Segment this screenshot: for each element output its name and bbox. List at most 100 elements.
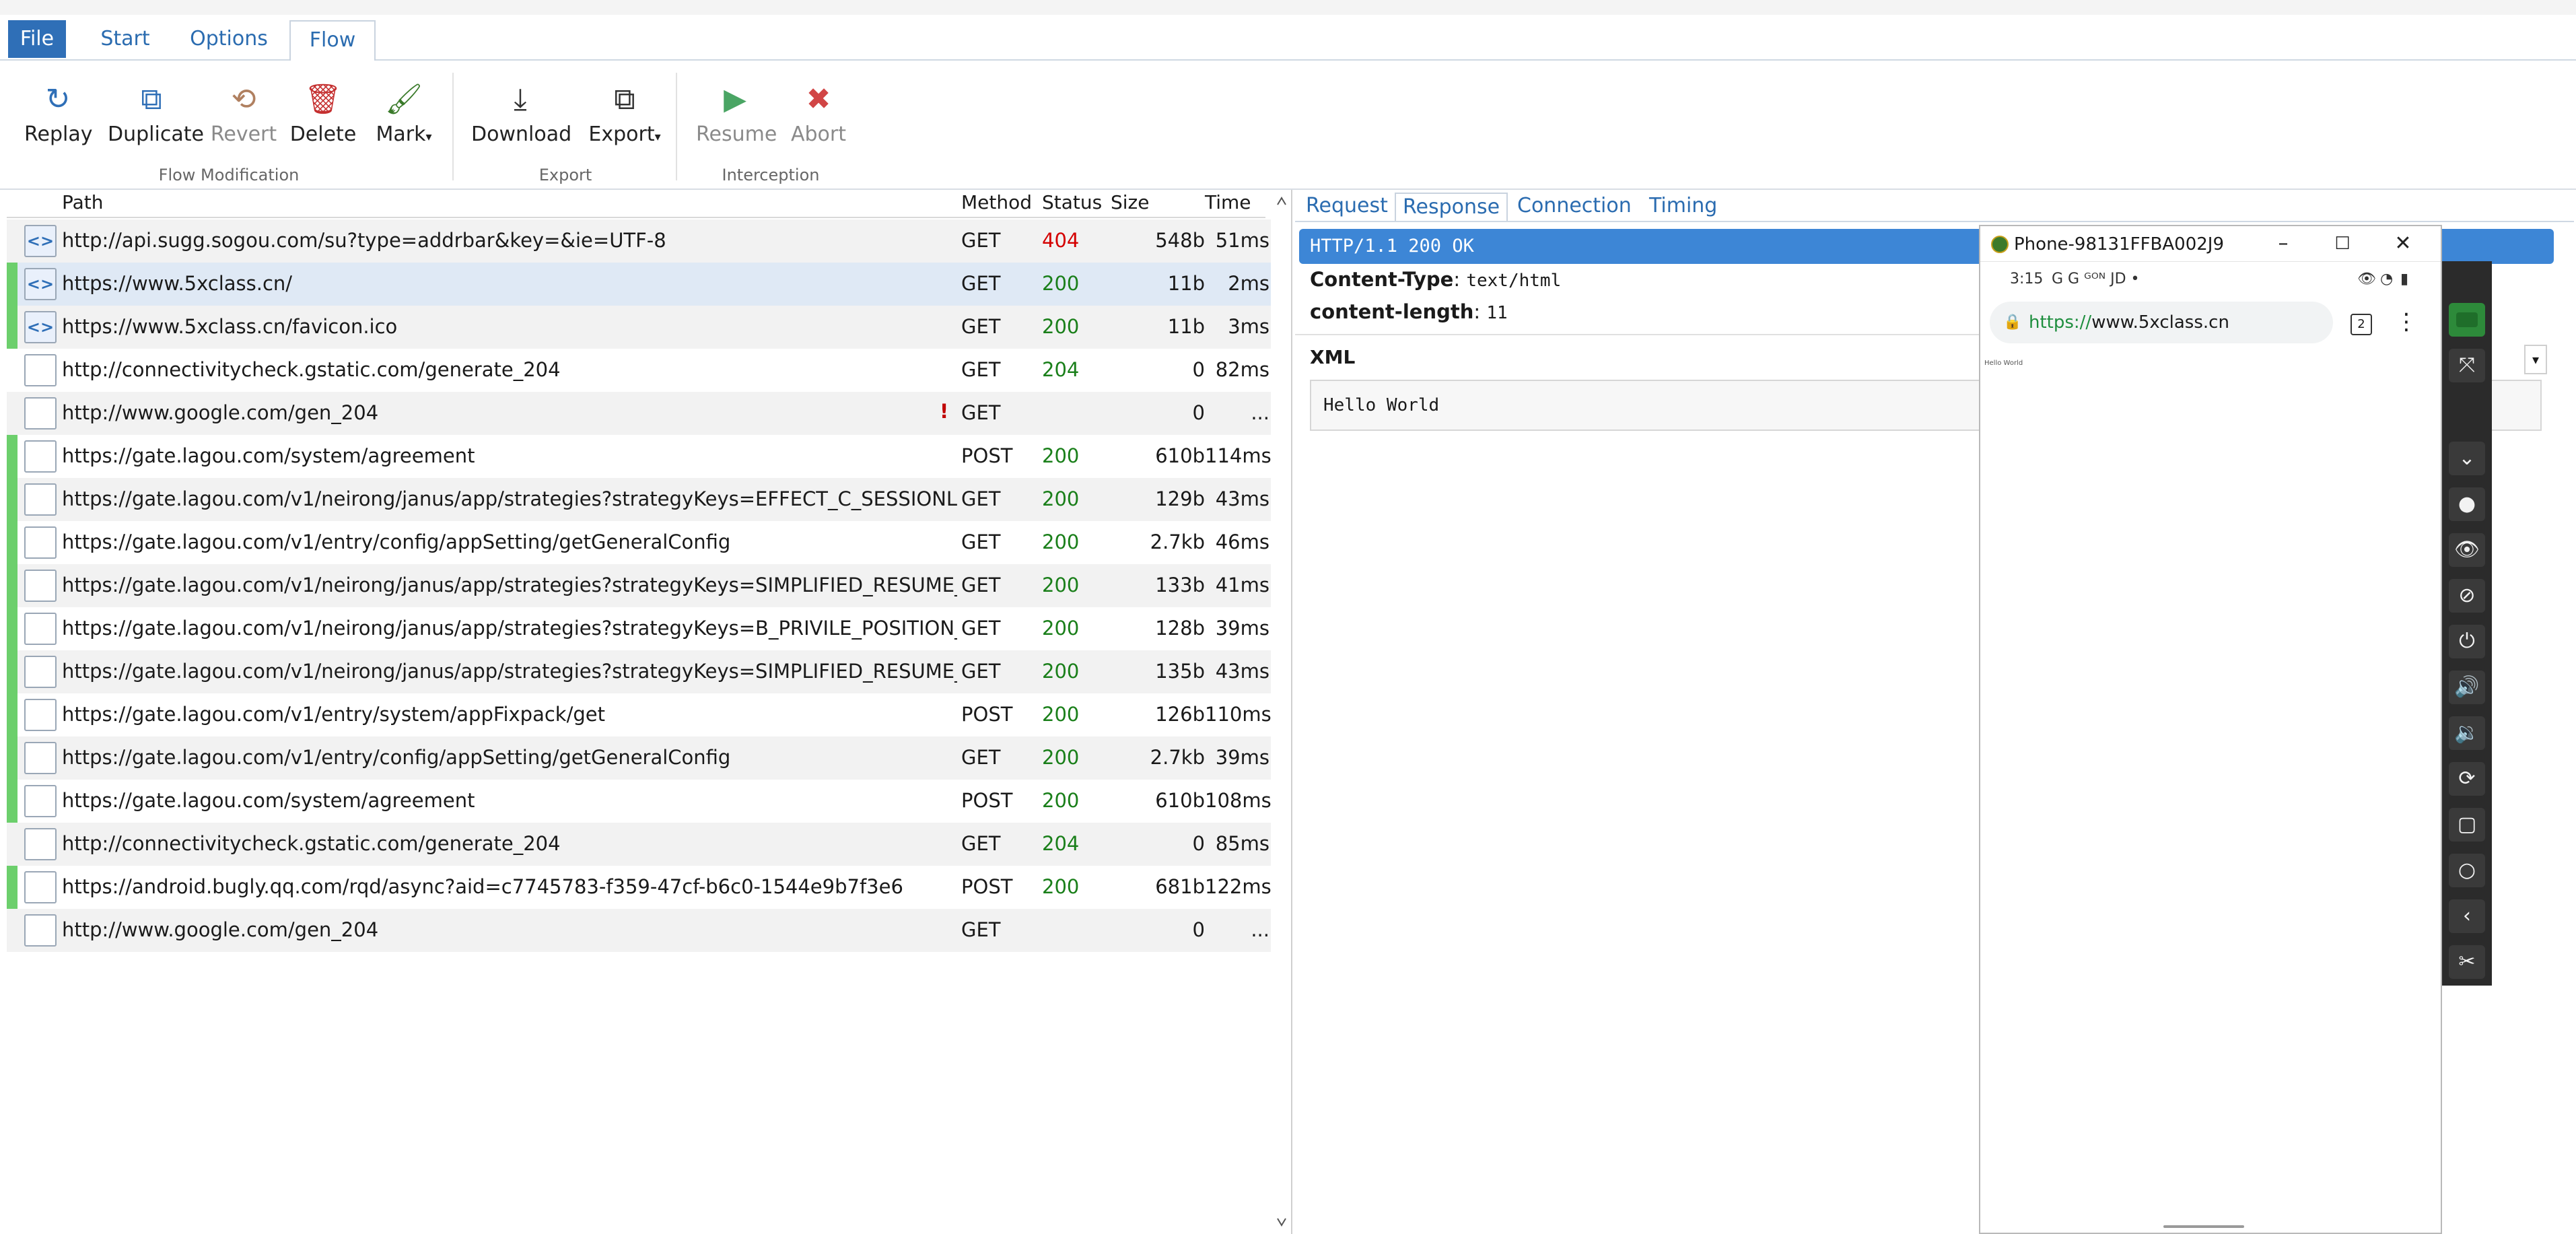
replay-icon: ↻	[45, 82, 71, 116]
flow-marker-bar	[7, 478, 18, 521]
flow-row[interactable]: https://gate.lagou.com/system/agreement P…	[7, 435, 1272, 478]
flow-time: 39ms	[1215, 617, 1269, 640]
column-header-path[interactable]: Path	[62, 191, 104, 213]
flow-row[interactable]: https://gate.lagou.com/v1/neirong/janus/…	[7, 607, 1271, 650]
notification-icons: G G ᴳᴼᴺ JD •	[2052, 271, 2140, 287]
menu-tab-file[interactable]: File	[8, 20, 66, 58]
phone-window-titlebar: Phone-98131FFBA002J9 – ☐ ✕	[1980, 226, 2441, 262]
revert-button[interactable]: ⟲ Revert	[210, 79, 277, 160]
flow-row[interactable]: https://gate.lagou.com/v1/entry/system/a…	[7, 693, 1272, 736]
generic-content-icon	[24, 613, 57, 645]
volume-down-icon[interactable]: 🔉	[2449, 716, 2485, 750]
flow-path: http://connectivitycheck.gstatic.com/gen…	[62, 832, 561, 855]
flow-row[interactable]: <> http://api.sugg.sogou.com/su?type=addr…	[7, 219, 1271, 263]
expand-down-icon[interactable]: ⌄	[2449, 442, 2485, 475]
flow-row[interactable]: https://gate.lagou.com/v1/neirong/janus/…	[7, 650, 1271, 693]
duplicate-button[interactable]: ⧉ Duplicate	[108, 79, 204, 160]
recent-apps-icon[interactable]: ▢	[2449, 808, 2485, 842]
generic-content-icon	[24, 570, 57, 602]
flow-status: 200	[1042, 272, 1080, 295]
flow-list-header: Path Method Status Size Time	[7, 190, 1265, 218]
flow-list-scrollbar[interactable]	[1274, 190, 1290, 1232]
flow-row[interactable]: <> https://www.5xclass.cn/GET 200 11b 2ms	[7, 263, 1271, 306]
flow-row[interactable]: http://connectivitycheck.gstatic.com/gen…	[7, 823, 1271, 866]
menu-tab-start[interactable]: Start	[100, 27, 150, 50]
browser-url-bar[interactable]: 🔒 https://www.5xclass.cn	[1990, 302, 2333, 343]
flow-row[interactable]: http://www.google.com/gen_204 GET 0...	[7, 909, 1271, 952]
flow-time: 122ms	[1205, 875, 1272, 898]
body-format-dropdown[interactable]: ▾	[2524, 345, 2547, 374]
power-icon[interactable]: ⏻	[2449, 625, 2485, 658]
generic-content-icon	[24, 742, 57, 774]
fullscreen-icon[interactable]: ⤧	[2449, 349, 2485, 382]
minimize-icon[interactable]: –	[2278, 232, 2289, 255]
flow-time: 2ms	[1228, 272, 1269, 295]
scroll-down-arrow-icon[interactable]	[1277, 1218, 1286, 1227]
tab-response[interactable]: Response	[1395, 193, 1508, 221]
header-value: text/html	[1466, 271, 1562, 291]
screenshot-scissors-icon[interactable]: ✂	[2449, 945, 2485, 979]
replay-button[interactable]: ↻ Replay	[24, 79, 92, 160]
html-content-icon: <>	[24, 268, 57, 300]
record-icon[interactable]: ●	[2449, 487, 2485, 521]
flow-row[interactable]: http://www.google.com/gen_204! GET 0...	[7, 392, 1271, 435]
flow-row[interactable]: <> https://www.5xclass.cn/favicon.ico GET 2…	[7, 306, 1271, 349]
generic-content-icon	[24, 483, 57, 516]
menu-tab-options[interactable]: Options	[190, 27, 268, 50]
flow-time: 82ms	[1215, 358, 1269, 381]
header-value: 11	[1486, 303, 1508, 323]
group-separator	[452, 73, 454, 180]
maximize-icon[interactable]: ☐	[2334, 234, 2351, 254]
abort-button[interactable]: ✖ Abort	[786, 79, 851, 160]
delete-button[interactable]: 🗑 Delete	[289, 79, 357, 160]
export-button[interactable]: ⧉ Export▾	[584, 79, 665, 160]
download-button[interactable]: ⤓ Download	[471, 79, 571, 160]
flow-list: <> http://api.sugg.sogou.com/su?type=addr…	[7, 219, 1272, 1229]
gesture-home-bar[interactable]	[2163, 1225, 2244, 1228]
abort-x-icon: ✖	[806, 82, 831, 116]
ribbon-toolbar: ↻ Replay ⧉ Duplicate ⟲ Revert 🗑 Delete 🖌…	[0, 61, 2576, 190]
volume-up-icon[interactable]: 🔊	[2449, 671, 2485, 704]
menu-tab-flow[interactable]: Flow	[289, 20, 376, 62]
flow-row[interactable]: https://gate.lagou.com/v1/neirong/janus/…	[7, 478, 1271, 521]
flow-row[interactable]: https://gate.lagou.com/v1/entry/config/a…	[7, 521, 1271, 564]
flow-size: 681b	[1155, 875, 1205, 898]
browser-page-content: Hello World	[1984, 359, 2023, 367]
mark-button[interactable]: 🖌 Mark▾	[372, 79, 436, 160]
flow-time: 108ms	[1205, 789, 1272, 812]
play-icon: ▶	[724, 82, 746, 116]
browser-tab-count[interactable]: 2	[2351, 314, 2372, 335]
column-header-method[interactable]: Method	[961, 191, 1033, 213]
close-icon[interactable]: ✕	[2394, 232, 2412, 255]
phone-icon[interactable]	[2449, 303, 2485, 337]
tab-request[interactable]: Request	[1306, 194, 1388, 217]
pane-splitter[interactable]	[1291, 190, 1292, 1234]
flow-row[interactable]: http://connectivitycheck.gstatic.com/gen…	[7, 349, 1271, 392]
more-menu-icon[interactable]: ⋮	[2395, 308, 2418, 335]
lock-icon: 🔒	[2003, 314, 2022, 331]
column-header-status[interactable]: Status	[1042, 191, 1103, 213]
trash-icon: 🗑	[304, 82, 342, 116]
back-icon[interactable]: ‹	[2449, 899, 2485, 933]
flow-row[interactable]: https://gate.lagou.com/v1/neirong/janus/…	[7, 564, 1271, 607]
export-label: Export▾	[588, 123, 661, 146]
flow-path: http://api.sugg.sogou.com/su?type=addrba…	[62, 229, 666, 252]
mark-dropdown-caret: ▾	[425, 130, 432, 144]
flow-row[interactable]: https://android.bugly.qq.com/rqd/async?a…	[7, 866, 1272, 909]
hide-touches-icon[interactable]: ⊘	[2449, 579, 2485, 613]
flow-status: 200	[1042, 444, 1080, 467]
flow-time: 3ms	[1228, 315, 1269, 338]
flow-path: https://gate.lagou.com/v1/entry/config/a…	[62, 530, 731, 553]
flow-row[interactable]: https://gate.lagou.com/v1/entry/config/a…	[7, 736, 1271, 780]
column-header-time[interactable]: Time	[1205, 191, 1251, 213]
rotate-icon[interactable]: ⟳	[2449, 762, 2485, 796]
tab-connection[interactable]: Connection	[1517, 194, 1632, 217]
column-header-size[interactable]: Size	[1111, 191, 1150, 213]
home-icon[interactable]: ○	[2449, 854, 2485, 887]
resume-button[interactable]: ▶ Resume	[696, 79, 777, 160]
tab-timing[interactable]: Timing	[1649, 194, 1718, 217]
flow-path: https://gate.lagou.com/v1/entry/system/a…	[62, 703, 605, 726]
show-touches-icon[interactable]: 👁	[2449, 533, 2485, 567]
flow-row[interactable]: https://gate.lagou.com/system/agreement P…	[7, 780, 1272, 823]
scroll-up-arrow-icon[interactable]	[1277, 197, 1286, 205]
